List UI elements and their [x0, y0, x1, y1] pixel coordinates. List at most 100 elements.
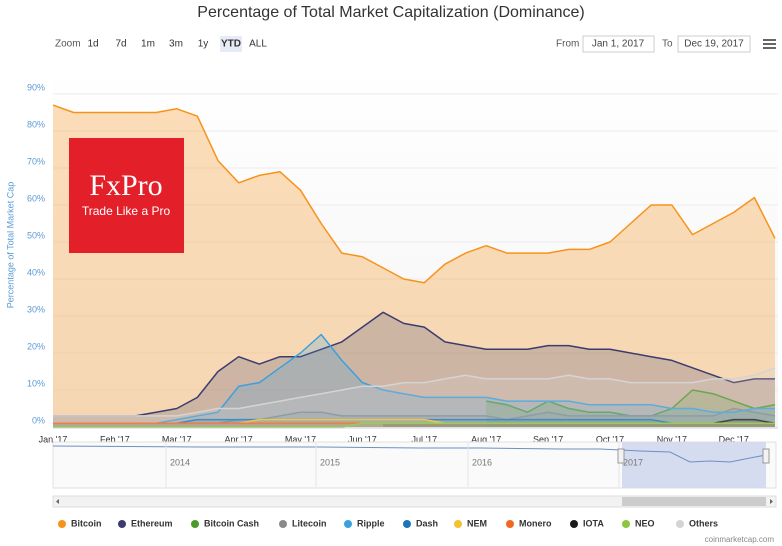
x-tick-label: Sep '17 [533, 434, 563, 444]
legend-label[interactable]: NEM [467, 518, 487, 528]
scrollbar-track[interactable] [52, 495, 777, 508]
x-tick-label: Jun '17 [348, 434, 377, 444]
legend-label[interactable]: IOTA [583, 518, 604, 528]
legend-label[interactable]: Dash [416, 518, 438, 528]
navigator-year: 2014 [170, 457, 190, 467]
x-tick-label: Aug '17 [471, 434, 501, 444]
to-label: To [662, 39, 673, 50]
legend-marker[interactable] [676, 520, 684, 528]
x-tick-label: Feb '17 [100, 434, 130, 444]
zoom-button[interactable]: 3m [169, 39, 183, 50]
navigator-year: 2017 [623, 457, 643, 467]
zoom-button[interactable]: 1y [198, 39, 209, 50]
zoom-button[interactable]: YTD [221, 39, 241, 50]
legend-marker[interactable] [403, 520, 411, 528]
x-tick-label: Nov '17 [657, 434, 687, 444]
x-tick-label: Oct '17 [596, 434, 624, 444]
x-tick-label: Mar '17 [162, 434, 192, 444]
y-tick-label: 30% [27, 304, 45, 314]
zoom-label: Zoom [55, 39, 81, 50]
y-tick-label: 10% [27, 378, 45, 388]
legend-marker[interactable] [191, 520, 199, 528]
navigator-handle[interactable] [617, 448, 625, 464]
series-layer [52, 104, 776, 428]
legend-label[interactable]: Bitcoin Cash [204, 518, 259, 528]
series-line [53, 422, 775, 428]
logo: FxPro Trade Like a Pro [69, 138, 184, 253]
series-area [53, 408, 775, 427]
navigator-selection[interactable] [622, 442, 766, 488]
navigator-year: 2016 [472, 457, 492, 467]
zoom-button[interactable]: 1m [141, 39, 155, 50]
scroll-right[interactable] [770, 499, 773, 504]
legend-marker[interactable] [622, 520, 630, 528]
zoom-button-bg[interactable] [220, 36, 242, 52]
to-value: Dec 19, 2017 [684, 39, 744, 50]
series-line [53, 367, 776, 417]
y-tick-label: 60% [27, 193, 45, 203]
scrollbar-thumb[interactable] [622, 497, 766, 506]
legend-label[interactable]: Others [689, 518, 718, 528]
legend-label[interactable]: Ripple [357, 518, 385, 528]
legend-marker[interactable] [279, 520, 287, 528]
y-tick-label: 90% [27, 82, 45, 92]
legend-marker[interactable] [118, 520, 126, 528]
menu-bar [763, 43, 776, 45]
zoom-button[interactable]: ALL [249, 39, 267, 50]
legend-marker[interactable] [344, 520, 352, 528]
series-area [53, 423, 775, 427]
legend-label[interactable]: Bitcoin [71, 518, 102, 528]
logo-title: FxPro [89, 169, 162, 202]
y-axis-title: Percentage of Total Market Cap [5, 182, 15, 308]
zoom-buttons: 1d 7d 1m 3m 1y YTD ALL [87, 36, 267, 52]
to-input[interactable] [677, 35, 751, 53]
series-area [53, 367, 775, 427]
legend-label[interactable]: Monero [519, 518, 552, 528]
logo-box [69, 138, 184, 253]
navigator-year: 2015 [320, 457, 340, 467]
legend-label[interactable]: NEO [635, 518, 655, 528]
legend-marker[interactable] [454, 520, 462, 528]
chart-title: Percentage of Total Market Capitalizatio… [197, 4, 584, 21]
menu-bar [763, 39, 776, 41]
series-area [486, 390, 775, 427]
legend-marker[interactable] [58, 520, 66, 528]
series-area [53, 334, 775, 427]
y-tick-label: 20% [27, 341, 45, 351]
legend-label[interactable]: Ethereum [131, 518, 173, 528]
y-tick-label: 80% [27, 119, 45, 129]
y-tick-label: 0% [32, 415, 45, 425]
x-tick-label: Jan '17 [39, 434, 68, 444]
series-area [53, 423, 775, 427]
menu-button[interactable] [763, 39, 776, 49]
series-area [53, 105, 775, 427]
scroll-left[interactable] [56, 499, 59, 504]
x-tick-label: Jul '17 [411, 434, 437, 444]
series-area [53, 312, 775, 427]
navigator-handle[interactable] [762, 448, 770, 464]
legend-label[interactable]: Litecoin [292, 518, 327, 528]
y-tick-label: 50% [27, 230, 45, 240]
from-value: Jan 1, 2017 [592, 39, 645, 50]
legend-marker[interactable] [506, 520, 514, 528]
x-tick-label: Apr '17 [225, 434, 253, 444]
x-tick-label: Dec '17 [719, 434, 749, 444]
y-tick-label: 40% [27, 267, 45, 277]
x-axis: Jan '17 Feb '17 Mar '17 Apr '17 May '17 Jun '… [39, 427, 778, 444]
zoom-button[interactable]: 7d [115, 39, 126, 50]
y-tick-label: 70% [27, 156, 45, 166]
menu-bar [763, 47, 776, 49]
legend-marker[interactable] [570, 520, 578, 528]
series-line [53, 333, 775, 425]
from-input[interactable] [582, 35, 655, 53]
zoom-button[interactable]: 1d [87, 39, 98, 50]
credit: coinmarketcap.com [705, 535, 775, 544]
navigator: 2014 2015 2016 2017 [52, 441, 777, 508]
legend: Bitcoin Ethereum Bitcoin Cash Litecoin Rippl… [58, 518, 718, 528]
logo-tagline: Trade Like a Pro [82, 204, 171, 218]
x-tick-label: May '17 [285, 434, 316, 444]
series-line [52, 104, 776, 284]
series-line [53, 311, 775, 417]
from-label: From [556, 39, 579, 50]
